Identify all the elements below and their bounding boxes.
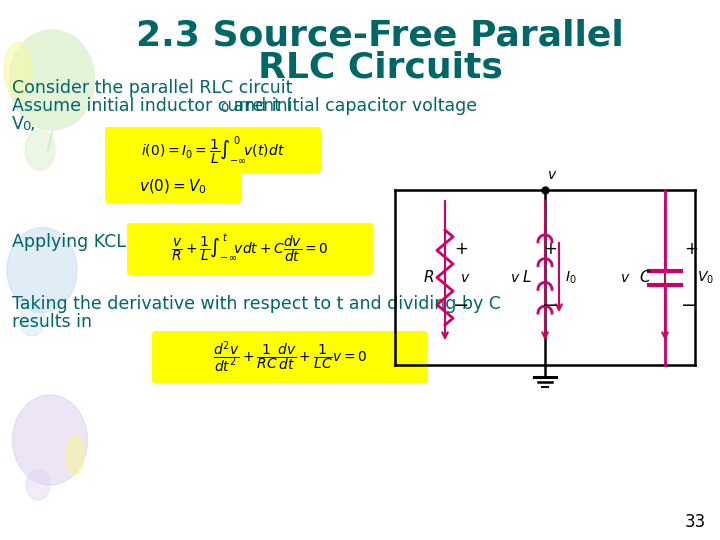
Text: ,: , [30,115,35,133]
Text: $\dfrac{d^2v}{dt^2}+\dfrac{1}{RC}\dfrac{dv}{dt}+\dfrac{1}{LC}v=0$: $\dfrac{d^2v}{dt^2}+\dfrac{1}{RC}\dfrac{… [212,339,367,375]
Text: Taking the derivative with respect to t and dividing by C: Taking the derivative with respect to t … [12,295,501,313]
Text: +: + [543,240,557,259]
Text: results in: results in [12,313,92,331]
Text: Consider the parallel RLC circuit: Consider the parallel RLC circuit [12,79,292,97]
Text: $V_0$: $V_0$ [697,269,714,286]
Text: v: v [548,168,557,182]
Ellipse shape [12,395,88,485]
Text: V: V [12,115,24,133]
Text: v: v [511,271,519,285]
Text: RLC Circuits: RLC Circuits [258,50,503,84]
FancyBboxPatch shape [105,127,321,173]
Text: Applying KCL: Applying KCL [12,233,126,251]
Text: $i(0)=I_0=\dfrac{1}{L}\int_{-\infty}^{\,0}\!v(t)dt$: $i(0)=I_0=\dfrac{1}{L}\int_{-\infty}^{\,… [141,134,285,166]
Text: v: v [621,271,629,285]
Text: $I_0$: $I_0$ [565,269,577,286]
Ellipse shape [9,30,94,130]
Text: −: − [453,296,469,315]
Text: and initial capacitor voltage: and initial capacitor voltage [228,97,477,115]
Ellipse shape [19,304,45,336]
Text: 0: 0 [22,120,30,133]
Text: R: R [423,270,434,285]
FancyBboxPatch shape [127,223,373,275]
Text: 33: 33 [685,513,706,531]
Text: $\dfrac{v}{R}+\dfrac{1}{L}\int_{-\infty}^{t}\!vdt+C\dfrac{dv}{dt}=0$: $\dfrac{v}{R}+\dfrac{1}{L}\int_{-\infty}… [171,233,329,265]
Ellipse shape [66,435,84,475]
Text: 2.3 Source-Free Parallel: 2.3 Source-Free Parallel [136,18,624,52]
Text: Assume initial inductor current I: Assume initial inductor current I [12,97,292,115]
Ellipse shape [4,43,32,98]
FancyBboxPatch shape [105,171,241,203]
Text: −: − [681,296,697,315]
Text: +: + [454,240,468,259]
Text: 0: 0 [220,103,228,116]
Text: +: + [684,240,698,259]
Ellipse shape [25,130,55,170]
Text: v: v [461,271,469,285]
Text: C: C [639,270,650,285]
Text: −: − [542,296,558,315]
Ellipse shape [26,470,50,500]
Ellipse shape [7,227,77,313]
Text: L: L [523,270,531,285]
FancyBboxPatch shape [152,331,428,383]
Text: $v(0)=V_0$: $v(0)=V_0$ [139,178,207,196]
